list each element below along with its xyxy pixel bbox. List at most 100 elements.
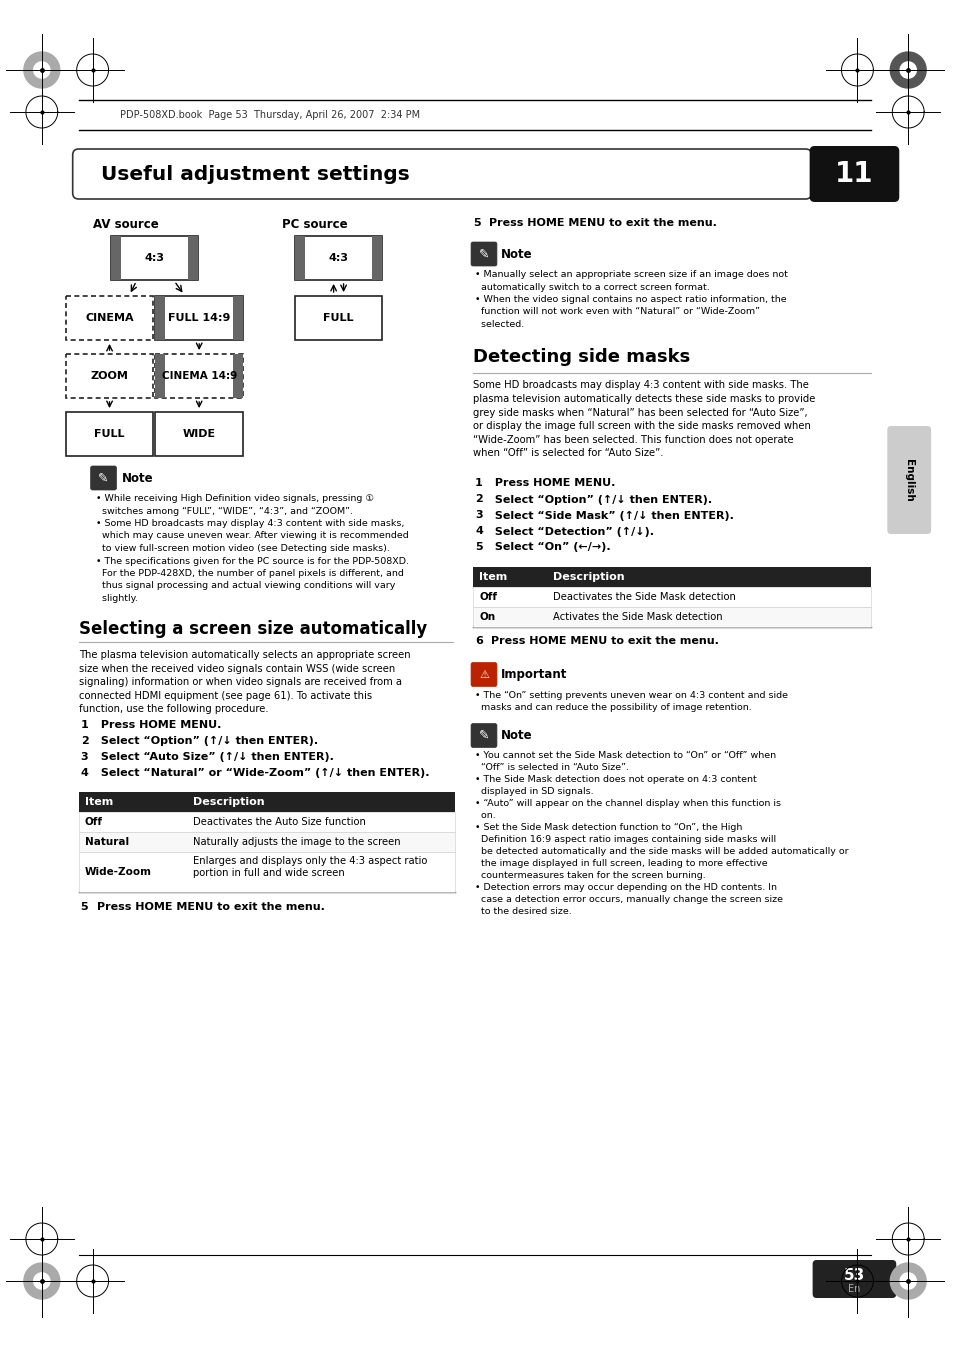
Bar xyxy=(155,354,165,399)
Bar xyxy=(294,236,305,280)
Bar xyxy=(66,412,153,457)
FancyBboxPatch shape xyxy=(72,149,811,199)
Text: Press HOME MENU to exit the menu.: Press HOME MENU to exit the menu. xyxy=(489,218,716,228)
Text: Deactivates the Side Mask detection: Deactivates the Side Mask detection xyxy=(552,592,735,601)
Text: Select “Auto Size” (↑/↓ then ENTER).: Select “Auto Size” (↑/↓ then ENTER). xyxy=(96,753,334,762)
Polygon shape xyxy=(24,51,60,88)
Text: Important: Important xyxy=(500,667,567,681)
Text: • You cannot set the Side Mask detection to “On” or “Off” when: • You cannot set the Side Mask detection… xyxy=(475,751,776,761)
Polygon shape xyxy=(889,1263,925,1300)
Text: be detected automatically and the side masks will be added automatically or: be detected automatically and the side m… xyxy=(475,847,848,857)
Text: Item: Item xyxy=(85,797,112,807)
Bar xyxy=(155,354,243,399)
FancyBboxPatch shape xyxy=(471,724,497,747)
Text: AV source: AV source xyxy=(92,218,158,231)
Text: countermeasures taken for the screen burning.: countermeasures taken for the screen bur… xyxy=(475,871,705,881)
Text: Select “Natural” or “Wide-Zoom” (↑/↓ then ENTER).: Select “Natural” or “Wide-Zoom” (↑/↓ the… xyxy=(96,767,429,778)
Text: Off: Off xyxy=(85,817,103,827)
Text: 2: 2 xyxy=(475,494,482,504)
Text: • The Side Mask detection does not operate on 4:3 content: • The Side Mask detection does not opera… xyxy=(475,775,756,785)
Text: • When the video signal contains no aspect ratio information, the: • When the video signal contains no aspe… xyxy=(475,295,786,304)
Text: slightly.: slightly. xyxy=(95,594,137,603)
Text: masks and can reduce the possibility of image retention.: masks and can reduce the possibility of … xyxy=(475,703,751,712)
Text: • Detection errors may occur depending on the HD contents. In: • Detection errors may occur depending o… xyxy=(475,884,776,893)
Polygon shape xyxy=(33,1273,50,1289)
Text: • Manually select an appropriate screen size if an image does not: • Manually select an appropriate screen … xyxy=(475,270,787,280)
Text: Press HOME MENU to exit the menu.: Press HOME MENU to exit the menu. xyxy=(491,636,718,647)
Text: Selecting a screen size automatically: Selecting a screen size automatically xyxy=(78,620,427,638)
Text: • The “On” setting prevents uneven wear on 4:3 content and side: • The “On” setting prevents uneven wear … xyxy=(475,690,787,700)
Text: CINEMA: CINEMA xyxy=(85,313,133,323)
FancyBboxPatch shape xyxy=(471,242,497,266)
Text: Note: Note xyxy=(500,730,532,742)
Text: Select “Option” (↑/↓ then ENTER).: Select “Option” (↑/↓ then ENTER). xyxy=(96,736,317,746)
Text: • The specifications given for the PC source is for the PDP-508XD.: • The specifications given for the PC so… xyxy=(95,557,408,566)
Polygon shape xyxy=(33,62,50,78)
Bar xyxy=(78,792,455,812)
Text: Activates the Side Mask detection: Activates the Side Mask detection xyxy=(552,612,721,621)
Text: the image displayed in full screen, leading to more effective: the image displayed in full screen, lead… xyxy=(475,859,767,869)
Text: 6: 6 xyxy=(475,636,482,647)
Text: 5: 5 xyxy=(473,218,480,228)
Text: FULL: FULL xyxy=(94,430,125,439)
Text: Select “On” (←/→).: Select “On” (←/→). xyxy=(491,543,610,553)
Text: Definition 16:9 aspect ratio images containing side masks will: Definition 16:9 aspect ratio images cont… xyxy=(475,835,776,844)
Bar xyxy=(233,354,243,399)
Text: The plasma television automatically selects an appropriate screen
size when the : The plasma television automatically sele… xyxy=(78,650,410,715)
Polygon shape xyxy=(24,1263,60,1300)
Bar xyxy=(188,236,198,280)
Text: thus signal processing and actual viewing conditions will vary: thus signal processing and actual viewin… xyxy=(95,581,395,590)
Bar xyxy=(78,832,455,852)
Text: 5: 5 xyxy=(81,902,89,912)
Bar xyxy=(155,296,243,340)
Polygon shape xyxy=(900,62,915,78)
Text: automatically switch to a correct screen format.: automatically switch to a correct screen… xyxy=(475,282,709,292)
Text: ZOOM: ZOOM xyxy=(91,372,129,381)
Text: ✎: ✎ xyxy=(478,247,489,261)
Text: Select “Detection” (↑/↓).: Select “Detection” (↑/↓). xyxy=(491,527,653,536)
Text: ⚠: ⚠ xyxy=(478,670,489,680)
Text: ✎: ✎ xyxy=(98,471,109,485)
Text: 4: 4 xyxy=(81,767,89,778)
Text: portion in full and wide screen: portion in full and wide screen xyxy=(193,867,345,878)
Text: Press HOME MENU to exit the menu.: Press HOME MENU to exit the menu. xyxy=(96,902,324,912)
Text: Press HOME MENU.: Press HOME MENU. xyxy=(491,478,615,489)
Bar xyxy=(78,812,455,832)
Bar xyxy=(111,236,198,280)
Text: FULL 14:9: FULL 14:9 xyxy=(168,313,230,323)
Text: 53: 53 xyxy=(843,1267,864,1282)
Text: 2: 2 xyxy=(81,736,89,746)
Text: switches among “FULL”, “WIDE”, “4:3”, and “ZOOM”.: switches among “FULL”, “WIDE”, “4:3”, an… xyxy=(95,507,353,516)
Text: Naturally adjusts the image to the screen: Naturally adjusts the image to the scree… xyxy=(193,838,400,847)
Text: Note: Note xyxy=(121,471,153,485)
Text: For the PDP-428XD, the number of panel pixels is different, and: For the PDP-428XD, the number of panel p… xyxy=(95,569,403,578)
Text: 4:3: 4:3 xyxy=(144,253,164,263)
Text: En: En xyxy=(847,1283,860,1294)
Text: Select “Side Mask” (↑/↓ then ENTER).: Select “Side Mask” (↑/↓ then ENTER). xyxy=(491,511,733,520)
Text: Description: Description xyxy=(552,571,623,581)
Text: Natural: Natural xyxy=(85,838,129,847)
Text: Wide-Zoom: Wide-Zoom xyxy=(85,867,152,877)
Bar xyxy=(294,236,382,280)
Text: Detecting side masks: Detecting side masks xyxy=(473,349,690,366)
Bar xyxy=(66,296,153,340)
FancyBboxPatch shape xyxy=(886,426,930,534)
Text: WIDE: WIDE xyxy=(182,430,215,439)
Text: to view full-screen motion video (see Detecting side masks).: to view full-screen motion video (see De… xyxy=(95,544,389,553)
Text: to the desired size.: to the desired size. xyxy=(475,908,571,916)
FancyBboxPatch shape xyxy=(471,662,497,686)
Bar xyxy=(66,354,153,399)
Text: 5: 5 xyxy=(475,543,482,553)
Polygon shape xyxy=(889,51,925,88)
Text: Note: Note xyxy=(500,247,532,261)
Text: Press HOME MENU.: Press HOME MENU. xyxy=(96,720,221,730)
Text: Useful adjustment settings: Useful adjustment settings xyxy=(100,165,409,184)
Text: which may cause uneven wear. After viewing it is recommended: which may cause uneven wear. After viewi… xyxy=(95,531,408,540)
Text: 3: 3 xyxy=(475,511,482,520)
Text: 4:3: 4:3 xyxy=(328,253,348,263)
Bar xyxy=(78,852,455,892)
Bar xyxy=(473,607,870,627)
Text: • “Auto” will appear on the channel display when this function is: • “Auto” will appear on the channel disp… xyxy=(475,800,781,808)
Bar xyxy=(111,236,120,280)
Text: Item: Item xyxy=(478,571,507,581)
